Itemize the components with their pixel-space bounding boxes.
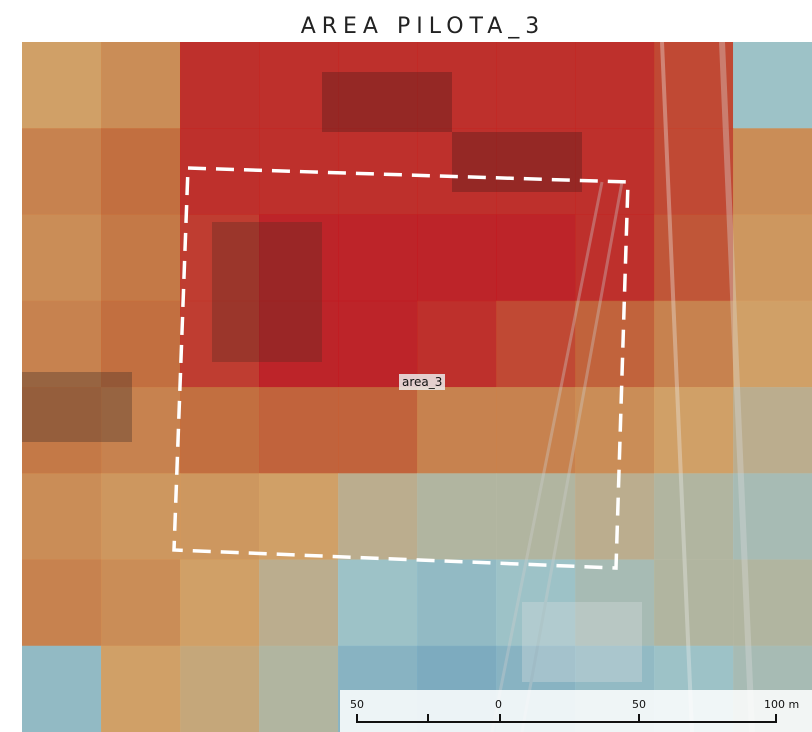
heat-tile [417, 214, 497, 302]
heat-tile [180, 300, 260, 388]
heat-tile [417, 387, 497, 474]
heat-tile [101, 387, 181, 474]
heat-tile [101, 128, 181, 215]
heat-tile [496, 128, 576, 215]
scale-label-end: 100 m [764, 698, 800, 711]
scale-label-zero: 0 [495, 698, 502, 711]
scale-tick [356, 714, 358, 723]
heat-tile [496, 559, 576, 647]
heat-tile [733, 42, 812, 129]
scale-line [356, 721, 776, 723]
area-label: area_3 [399, 374, 446, 390]
heat-tile [259, 473, 339, 560]
heat-tile [338, 214, 418, 302]
heat-tile [338, 559, 418, 647]
heat-tile [575, 128, 655, 215]
scale-tick [638, 714, 640, 723]
heat-tile [338, 128, 418, 215]
heat-tile [101, 559, 181, 647]
heat-tile [259, 300, 339, 388]
heat-tile [417, 128, 497, 215]
heat-tile [575, 387, 655, 474]
heatmap-grid [22, 42, 812, 732]
heat-tile [496, 42, 576, 129]
heat-tile [22, 387, 102, 474]
heat-tile [417, 559, 497, 647]
map-view[interactable]: area_3 50 0 50 100 m [22, 42, 812, 732]
heat-tile [259, 387, 339, 474]
heat-tile [654, 128, 734, 215]
scale-label-mid: 50 [632, 698, 646, 711]
heat-tile [180, 214, 260, 302]
heat-tile [22, 214, 102, 302]
heat-tile [654, 473, 734, 560]
scale-bar: 50 0 50 100 m [340, 690, 812, 732]
heat-tile [733, 128, 812, 215]
heat-tile [496, 387, 576, 474]
heat-tile [733, 559, 812, 647]
heat-tile [496, 473, 576, 560]
heat-tile [654, 214, 734, 302]
heat-tile [259, 645, 339, 732]
heat-tile [654, 42, 734, 129]
heat-tile [180, 473, 260, 560]
heat-tile [338, 473, 418, 560]
heat-tile [22, 559, 102, 647]
heat-tile [417, 473, 497, 560]
heat-tile [22, 300, 102, 388]
heat-tile [733, 214, 812, 302]
heat-tile [22, 645, 102, 732]
heat-tile [575, 214, 655, 302]
heat-tile [180, 128, 260, 215]
heat-tile [259, 42, 339, 129]
heat-tile [338, 300, 418, 388]
heat-tile [101, 300, 181, 388]
heat-tile [180, 559, 260, 647]
heat-tile [575, 473, 655, 560]
scale-tick [499, 714, 501, 723]
heat-tile [180, 387, 260, 474]
heat-tile [22, 42, 102, 129]
heat-tile [733, 387, 812, 474]
heat-tile [259, 559, 339, 647]
scale-label-left: 50 [350, 698, 364, 711]
heat-tile [259, 214, 339, 302]
heat-tile [101, 42, 181, 129]
heat-tile [417, 42, 497, 129]
aerial-features [22, 42, 755, 732]
scale-tick [427, 714, 429, 723]
heat-tile [180, 42, 260, 129]
heat-tile [101, 473, 181, 560]
heat-tile [733, 473, 812, 560]
heat-tile [575, 42, 655, 129]
heat-tile [733, 300, 812, 388]
heat-tile [180, 645, 260, 732]
heat-tile [496, 300, 576, 388]
heat-tile [101, 645, 181, 732]
heat-tile [22, 473, 102, 560]
heat-tile [654, 300, 734, 388]
heat-tile [338, 42, 418, 129]
heat-tile [575, 300, 655, 388]
heat-tile [575, 559, 655, 647]
map-title: AREA PILOTA_3 [300, 14, 546, 39]
heat-tile [22, 128, 102, 215]
heat-tile [654, 387, 734, 474]
heat-tile [259, 128, 339, 215]
heat-tile [417, 300, 497, 388]
area-boundary[interactable] [172, 166, 630, 570]
heat-tile [101, 214, 181, 302]
heat-tile [654, 559, 734, 647]
scale-tick [775, 714, 777, 723]
heat-tile [338, 387, 418, 474]
heat-tile [496, 214, 576, 302]
